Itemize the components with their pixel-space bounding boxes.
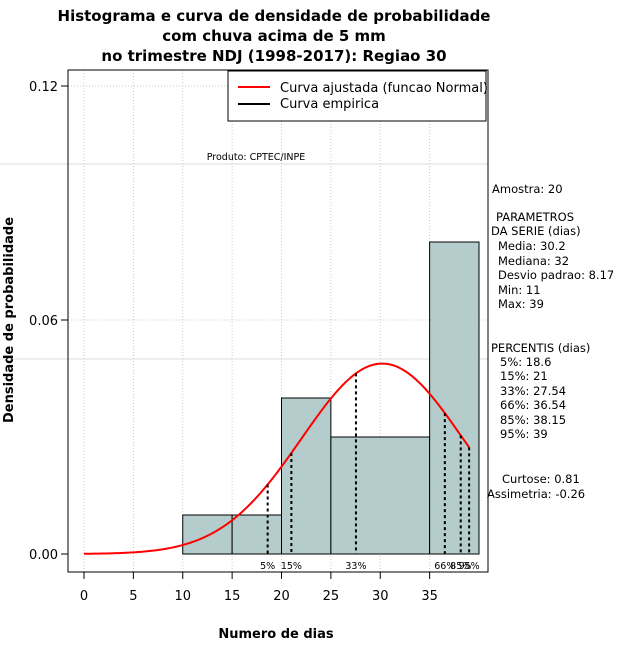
percentile-label: 95% (459, 561, 480, 572)
y-tick-label: 0.06 (29, 314, 58, 329)
histogram-bar (330, 436, 431, 555)
percentile-label: 85% (450, 561, 471, 572)
stat-p33: 33%: 27.54 (500, 384, 567, 398)
percentile-label: 5% (260, 561, 275, 572)
y-axis-label: Densidade de probabilidade (2, 217, 17, 423)
histogram-bar (281, 397, 332, 555)
curve-layer (83, 362, 470, 555)
x-tick-label: 25 (323, 589, 340, 604)
stat-assimetria: Assimetria: -0.26 (487, 487, 586, 501)
produto-label: Produto: CPTEC/INPE (207, 152, 306, 163)
stat-curtose: Curtose: 0.81 (502, 472, 580, 486)
axes-layer: 0 5 10 15 20 25 30 35 0.00 0.06 0.12 (29, 80, 438, 604)
stat-p5: 5%: 18.6 (500, 355, 552, 369)
x-axis-label: Numero de dias (218, 627, 334, 642)
histogram-bar (231, 514, 282, 555)
y-tick-label: 0.12 (29, 80, 58, 95)
x-tick-label: 20 (273, 589, 290, 604)
percentile-label: 66% (434, 561, 455, 572)
stat-p15: 15%: 21 (500, 369, 548, 383)
chart-title-line-2: com chuva acima de 5 mm (162, 27, 386, 45)
percentile-label: 33% (345, 561, 366, 572)
percentile-label: 15% (281, 561, 302, 572)
stat-percentis-title: PERCENTIS (dias) (491, 341, 591, 355)
x-tick-label: 10 (174, 589, 191, 604)
normal-density-curve (83, 362, 470, 555)
percentile-layer: 5% 15% 33% 66%85%95% (260, 373, 480, 572)
stat-p95: 95%: 39 (500, 427, 548, 441)
stat-max: Max: 39 (498, 297, 544, 311)
y-tick-label: 0.00 (29, 548, 58, 563)
legend-normal-label: Curva ajustada (funcao Normal) (280, 81, 488, 96)
x-tick-label: 0 (80, 589, 88, 604)
stat-p85: 85%: 38.15 (500, 413, 567, 427)
chart-title-line-3: no trimestre NDJ (1998-2017): Regiao 30 (101, 47, 447, 65)
stat-params-title-2: DA SERIE (dias) (491, 224, 581, 238)
legend-empirical-label: Curva empirica (280, 97, 379, 112)
stat-p66: 66%: 36.54 (500, 398, 567, 412)
stat-mediana: Mediana: 32 (498, 254, 570, 268)
legend-box (227, 70, 487, 122)
histogram-bar (182, 514, 233, 555)
x-tick-label: 5 (129, 589, 137, 604)
x-tick-label: 35 (421, 589, 438, 604)
histogram-bar (429, 241, 480, 555)
stat-amostra: Amostra: 20 (492, 182, 563, 196)
x-tick-label: 15 (224, 589, 241, 604)
x-tick-label: 30 (372, 589, 389, 604)
bars-layer (182, 241, 480, 555)
stat-min: Min: 11 (498, 283, 541, 297)
legend: Curva ajustada (funcao Normal) Curva emp… (227, 70, 488, 122)
chart-title-line-1: Histograma e curva de densidade de proba… (57, 7, 491, 25)
stat-media: Media: 30.2 (498, 239, 566, 253)
stat-desvio: Desvio padrao: 8.17 (498, 268, 615, 282)
stat-params-title-1: PARAMETROS (496, 210, 575, 224)
